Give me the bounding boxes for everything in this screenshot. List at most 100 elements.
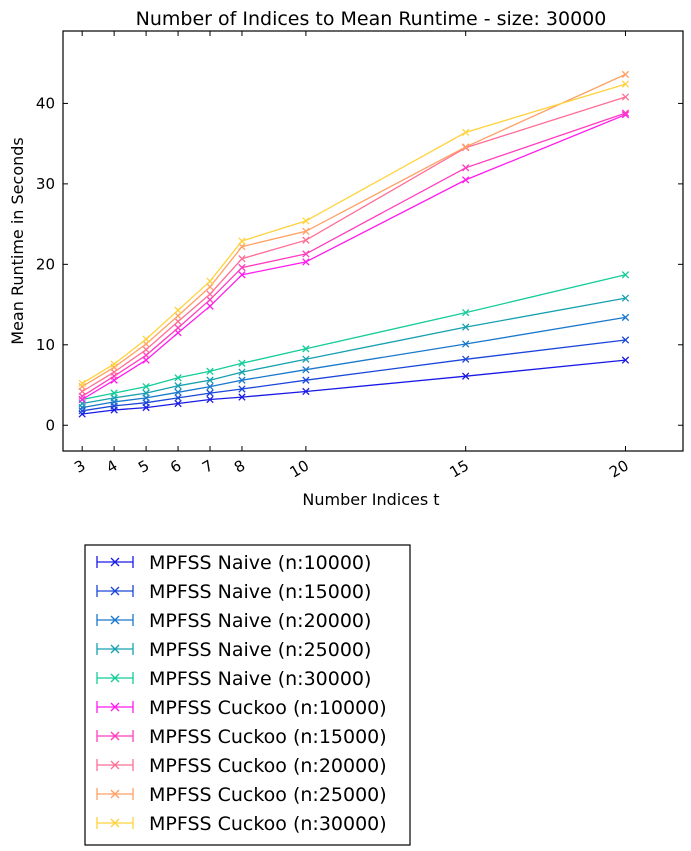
marker-stroke (206, 395, 214, 404)
legend-entry: MPFSS Cuckoo (n:30000) (96, 813, 387, 835)
marker-stroke (302, 366, 310, 374)
marker-stroke (238, 359, 246, 367)
data-point (206, 290, 214, 298)
data-point (302, 355, 310, 363)
data-point (621, 336, 630, 344)
data-point (621, 70, 630, 79)
marker-stroke (206, 389, 214, 397)
marker-stroke (142, 382, 150, 391)
marker-stroke (174, 374, 182, 382)
data-point (142, 345, 150, 354)
marker-stroke (110, 586, 120, 596)
legend-label: MPFSS Cuckoo (n:30000) (149, 813, 387, 835)
data-point (174, 374, 182, 382)
marker-stroke (110, 615, 120, 625)
marker-stroke (78, 410, 86, 418)
data-point (206, 302, 214, 310)
data-point (110, 360, 118, 368)
data-point (206, 376, 214, 384)
data-point (302, 376, 310, 384)
data-point (238, 368, 246, 376)
x-tick-label: 7 (199, 456, 216, 476)
y-tick-label: 20 (36, 255, 55, 273)
data-point (302, 227, 310, 236)
x-tick-label: 6 (167, 456, 184, 476)
data-point (142, 382, 150, 391)
marker-stroke (462, 340, 470, 348)
data-point (621, 294, 630, 302)
data-point (462, 176, 470, 184)
marker-stroke (206, 277, 214, 285)
marker-stroke (238, 368, 246, 376)
data-point (302, 250, 310, 258)
legend-marker (110, 789, 120, 799)
plot-frame (62, 30, 684, 452)
data-point (302, 236, 310, 244)
legend-marker (110, 818, 120, 828)
legend-marker (110, 731, 120, 741)
data-point (302, 345, 310, 353)
y-tick-label: 10 (36, 336, 55, 354)
series-line (82, 316, 626, 409)
legend-label: MPFSS Cuckoo (n:10000) (149, 697, 387, 719)
marker-stroke (174, 324, 182, 332)
marker-stroke (238, 376, 246, 384)
marker-stroke (110, 673, 120, 683)
marker-stroke (142, 389, 150, 397)
legend-label: MPFSS Naive (n:15000) (149, 581, 371, 603)
plot-area: 3 4 5 6 7 8 10 15 20 0 10 20 30 40 (36, 30, 684, 482)
data-point (302, 366, 310, 374)
legend-label: MPFSS Cuckoo (n:20000) (149, 755, 387, 777)
x-tick-label: 15 (446, 456, 472, 481)
marker-stroke (78, 382, 86, 391)
legend-label: MPFSS Naive (n:30000) (149, 668, 371, 690)
legend-marker (110, 673, 120, 683)
data-point (621, 109, 630, 117)
legend-entry: MPFSS Naive (n:15000) (96, 581, 371, 603)
data-point (238, 385, 246, 393)
legend-label: MPFSS Naive (n:25000) (149, 639, 371, 661)
data-point (78, 410, 86, 418)
data-point (621, 93, 630, 101)
marker-stroke (238, 385, 246, 393)
data-point (78, 382, 86, 391)
data-point (174, 388, 182, 396)
marker-stroke (206, 376, 214, 384)
series-line (82, 274, 626, 401)
data-point (621, 271, 630, 279)
marker-stroke (110, 702, 120, 712)
series-line (81, 114, 626, 401)
marker-stroke (110, 644, 120, 654)
data-point (174, 382, 182, 390)
marker-stroke (174, 306, 182, 314)
x-tick-label: 4 (103, 456, 120, 476)
marker-stroke (621, 70, 630, 79)
marker-stroke (462, 372, 470, 380)
data-point (302, 217, 310, 225)
marker-stroke (302, 376, 310, 384)
data-point (462, 164, 470, 172)
x-tick-label: 5 (135, 456, 152, 476)
data-point (238, 237, 246, 245)
data-point (462, 340, 470, 348)
marker-stroke (462, 323, 470, 331)
data-point (78, 379, 86, 388)
data-point (238, 376, 246, 384)
data-point (206, 389, 214, 397)
data-point (206, 382, 214, 391)
legend-marker (110, 557, 120, 567)
marker-stroke (302, 217, 310, 225)
y-tick-label: 40 (36, 94, 55, 112)
data-point (206, 395, 214, 404)
marker-stroke (206, 290, 214, 298)
data-point (110, 389, 118, 397)
marker-stroke (142, 345, 150, 354)
marker-stroke (174, 317, 182, 326)
marker-stroke (206, 283, 214, 291)
marker-stroke (302, 345, 310, 353)
legend-entry: MPFSS Naive (n:30000) (96, 668, 371, 690)
data-point (174, 399, 182, 408)
y-tick-label: 30 (36, 175, 55, 193)
legend-label: MPFSS Naive (n:20000) (149, 610, 371, 632)
